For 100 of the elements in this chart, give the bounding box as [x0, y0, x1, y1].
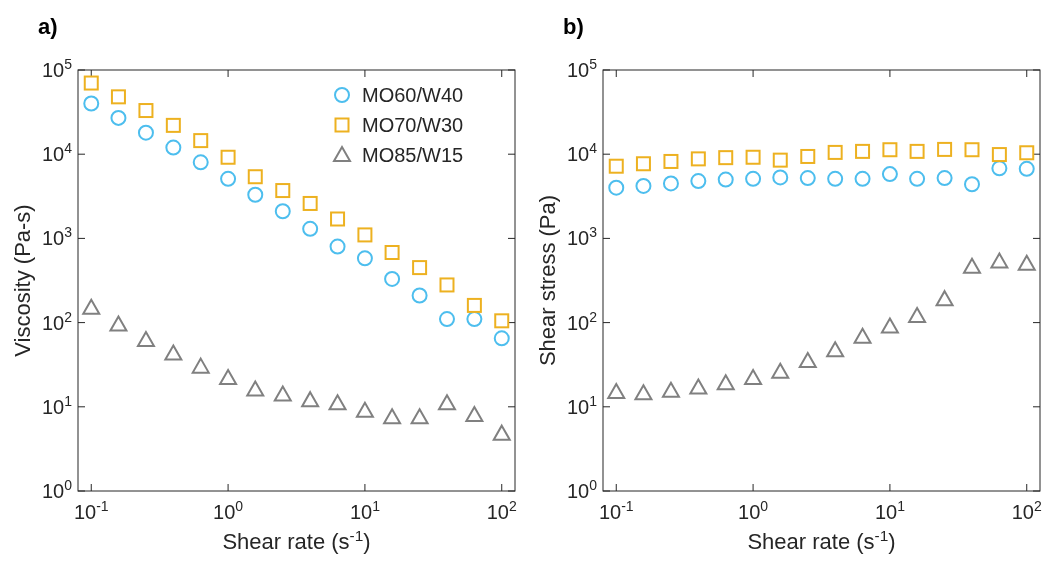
y-tick-label: 10$^{1}$	[41, 392, 73, 418]
point	[411, 287, 428, 304]
y-tick-label: 10$^{4}$	[566, 140, 598, 166]
point	[635, 177, 652, 194]
point	[220, 149, 236, 165]
point	[799, 170, 816, 187]
y-tick-label: 10$^{5}$	[41, 56, 73, 81]
point	[302, 195, 318, 211]
x-tick-label: 10$^{0}$	[738, 498, 769, 523]
point	[798, 351, 817, 368]
point	[772, 169, 789, 186]
point	[800, 148, 816, 164]
point	[165, 139, 182, 156]
point	[328, 394, 347, 411]
point	[690, 173, 707, 190]
point	[827, 144, 843, 160]
point	[909, 143, 925, 159]
point	[193, 133, 209, 149]
point	[826, 341, 845, 358]
point	[410, 408, 429, 425]
point	[110, 109, 127, 126]
point	[964, 142, 980, 158]
point	[854, 170, 871, 187]
y-tick-label: 10$^{1}$	[566, 392, 598, 418]
point	[990, 252, 1009, 269]
point	[908, 306, 927, 323]
point	[192, 154, 209, 171]
point	[745, 149, 761, 165]
point	[109, 315, 128, 332]
point	[690, 151, 706, 167]
point	[412, 260, 428, 276]
point	[718, 150, 734, 166]
point	[219, 368, 238, 385]
point	[991, 147, 1007, 163]
x-tick-label: 10$^{-1}$	[598, 498, 634, 523]
point	[164, 344, 183, 361]
point	[136, 331, 155, 348]
point	[247, 186, 264, 203]
point	[384, 245, 400, 260]
legend-label: MO60/W40	[362, 84, 464, 106]
point	[165, 117, 181, 133]
point	[744, 368, 763, 385]
chart-title: b)	[563, 14, 584, 39]
point	[191, 357, 210, 374]
point	[383, 408, 402, 425]
point	[1017, 254, 1036, 271]
point	[329, 238, 346, 255]
point	[110, 89, 126, 105]
chart-title: a)	[38, 14, 58, 39]
x-axis-title: Shear rate (s$^{-1}$)	[747, 526, 896, 554]
point	[717, 171, 734, 188]
point	[663, 153, 679, 169]
point	[935, 290, 954, 307]
point	[384, 270, 401, 287]
y-axis-title: Viscosity (Pa-s)	[10, 204, 35, 357]
point	[275, 183, 291, 199]
point	[492, 424, 511, 441]
point	[302, 220, 319, 237]
point	[689, 378, 708, 395]
point	[881, 166, 898, 183]
point	[909, 170, 926, 187]
point	[607, 382, 626, 399]
y-tick-label: 10$^{3}$	[41, 224, 73, 250]
legend-label: MO70/W30	[362, 114, 464, 136]
point	[991, 160, 1008, 177]
legend-label: MO85/W15	[362, 144, 464, 166]
point	[493, 330, 510, 347]
x-tick-label: 10$^{-1}$	[73, 498, 109, 523]
point	[274, 203, 291, 220]
point	[661, 381, 680, 398]
point	[662, 175, 679, 192]
point	[855, 143, 871, 159]
y-tick-label: 10$^{0}$	[41, 477, 73, 502]
x-tick-label: 10$^{1}$	[349, 498, 381, 523]
point	[1019, 145, 1035, 161]
y-tick-label: 10$^{2}$	[41, 308, 73, 334]
point	[853, 327, 872, 344]
point	[138, 103, 154, 119]
point	[301, 391, 320, 408]
x-axis-title: Shear rate (s$^{-1}$)	[222, 526, 371, 554]
point	[273, 385, 292, 402]
point	[771, 362, 790, 379]
point	[357, 227, 373, 243]
point	[772, 152, 788, 168]
point	[608, 158, 624, 174]
point	[220, 170, 237, 187]
point	[880, 317, 899, 334]
point	[634, 384, 653, 401]
point	[745, 170, 762, 187]
y-tick-label: 10$^{3}$	[566, 224, 598, 250]
point	[83, 95, 100, 112]
x-tick-label: 10$^{2}$	[486, 498, 517, 523]
point	[465, 405, 484, 422]
y-tick-label: 10$^{5}$	[566, 56, 598, 81]
point	[494, 313, 510, 329]
point	[827, 170, 844, 187]
point	[882, 142, 898, 158]
point	[466, 297, 482, 313]
point	[635, 156, 651, 172]
point	[437, 394, 456, 411]
